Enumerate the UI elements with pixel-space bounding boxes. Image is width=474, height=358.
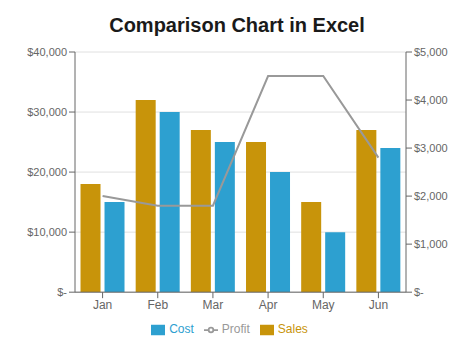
svg-text:$30,000: $30,000 [27, 106, 67, 118]
html-text:Comparison Chart in Excel: Comparison Chart in Excel [109, 14, 365, 36]
svg-text:$10,000: $10,000 [27, 226, 67, 238]
svg-text:Jun: Jun [369, 298, 388, 312]
html-text:Cost: Cost [169, 322, 194, 337]
svg-text:Feb: Feb [147, 298, 168, 312]
svg-text:$-: $- [57, 286, 67, 298]
svg-text:Apr: Apr [259, 298, 278, 312]
svg-text:$5,000: $5,000 [414, 46, 448, 58]
svg-text:May: May [312, 298, 335, 312]
svg-text:$3,000: $3,000 [414, 142, 448, 154]
svg-text:Jan: Jan [93, 298, 112, 312]
svg-text:$2,000: $2,000 [414, 190, 448, 202]
svg-text:Mar: Mar [203, 298, 224, 312]
svg-text:$20,000: $20,000 [27, 166, 67, 178]
svg-text:$4,000: $4,000 [414, 94, 448, 106]
svg-text:$40,000: $40,000 [27, 46, 67, 58]
html-text:Profit: Profit [221, 322, 250, 337]
svg-text:$1,000: $1,000 [414, 238, 448, 250]
html-text:Sales: Sales [277, 322, 308, 337]
svg-text:$-: $- [414, 286, 424, 298]
